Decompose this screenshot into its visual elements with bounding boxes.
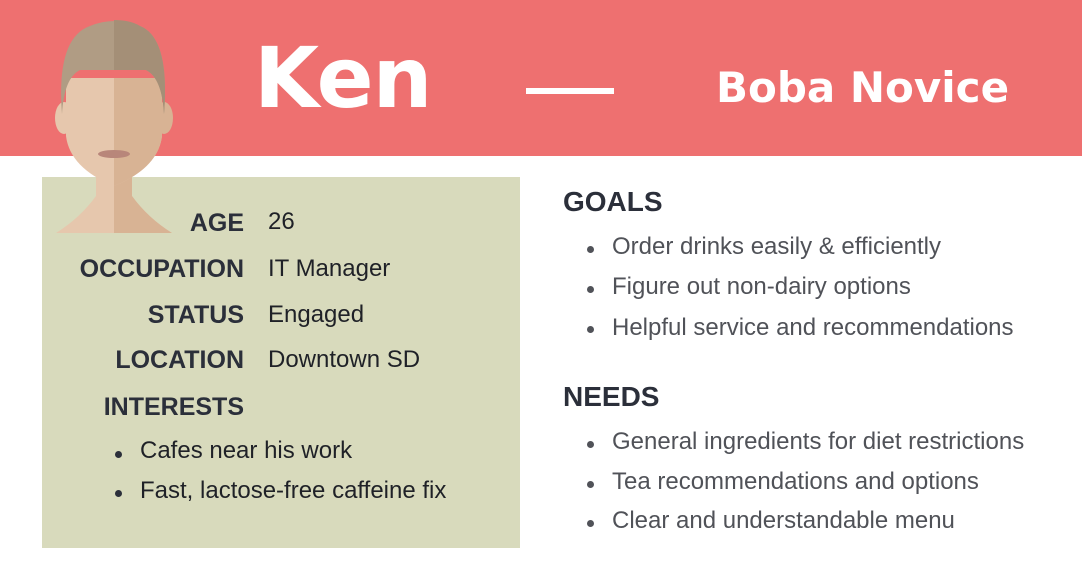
bullet-icon [587,246,594,253]
need-item: General ingredients for diet restriction… [612,428,1025,455]
needs-title: NEEDS [563,381,660,412]
occupation-label: OCCUPATION [79,255,244,283]
user-avatar-icon [55,20,173,233]
interests-label: INTERESTS [103,393,244,421]
status-label: STATUS [147,301,244,329]
interest-item: Fast, lactose-free caffeine fix [140,477,447,504]
bullet-icon [587,520,594,527]
bullet-icon [115,490,122,497]
age-value: 26 [268,208,295,235]
persona-role: Boba Novice [716,63,1010,112]
location-value: Downtown SD [268,346,421,373]
goal-item: Helpful service and recommendations [612,314,1014,341]
bullet-icon [587,286,594,293]
interest-item: Cafes near his work [140,437,353,464]
need-item: Tea recommendations and options [612,468,979,495]
occupation-value: IT Manager [268,255,391,282]
age-label: AGE [189,209,244,237]
profile-card [42,177,520,548]
header-banner: Ken Boba Novice [0,0,1082,156]
bullet-icon [115,451,122,458]
bullet-icon [587,481,594,488]
goal-item: Figure out non-dairy options [612,273,911,300]
goal-item: Order drinks easily & efficiently [612,233,942,260]
need-item: Clear and understandable menu [612,507,955,534]
bullet-icon [587,326,594,333]
status-value: Engaged [268,301,365,328]
title-separator [526,88,614,94]
bullet-icon [587,441,594,448]
persona-name: Ken [254,29,432,127]
location-label: LOCATION [115,346,244,374]
goals-title: GOALS [563,186,663,217]
